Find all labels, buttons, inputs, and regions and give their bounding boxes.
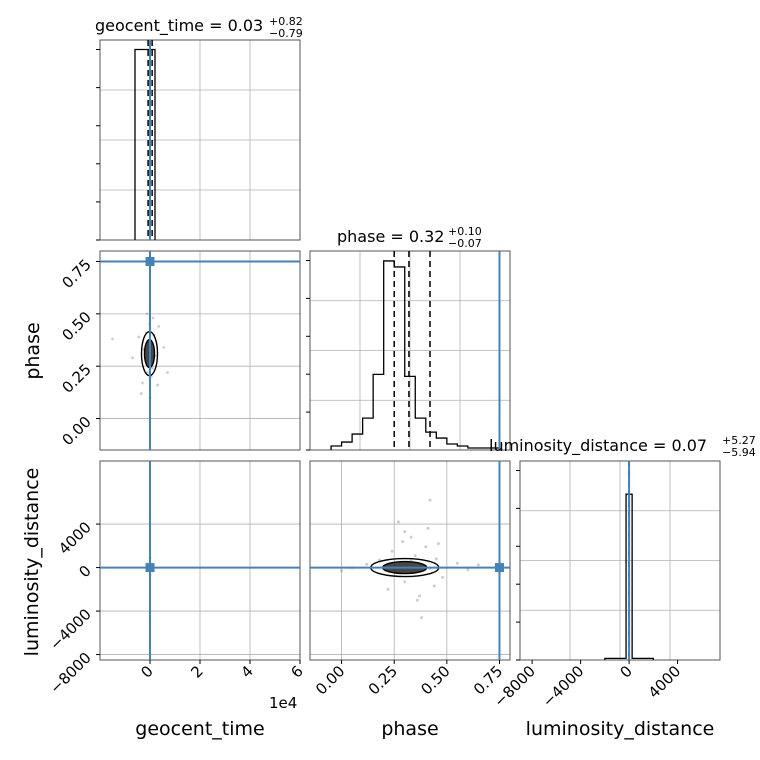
title-luminosity_distance-sub: −5.94 — [722, 446, 756, 459]
x-tick-label: 4000 — [645, 662, 685, 702]
sample-point — [162, 345, 166, 349]
panel-luminosity_distance-vs-phase: 0.00 0.25 0.50 0.75 phase — [309, 460, 511, 740]
sample-point — [413, 554, 417, 558]
sample-point — [403, 530, 407, 534]
y-tick-label: −8000 — [46, 649, 95, 698]
x-tick-label: 6 — [287, 662, 306, 681]
panel-frame — [309, 460, 511, 661]
y-tick-label: −4000 — [46, 605, 95, 654]
sample-point — [156, 383, 159, 387]
sample-point — [420, 616, 424, 620]
sample-point — [137, 335, 141, 339]
panel-luminosity_distance-vs-geocent_time: −8000−4000 0 4000 0 2 4 6 1e4 geocent_time lu… — [21, 460, 307, 740]
panel-frame — [99, 250, 301, 451]
sample-point — [409, 535, 413, 539]
sample-point — [151, 366, 154, 370]
truth-marker — [494, 563, 504, 573]
panel-phase-vs-geocent_time: 0.00 0.25 0.50 0.75 phase — [22, 250, 301, 451]
sample-point — [131, 356, 134, 360]
histogram-step — [134, 48, 156, 240]
panel-luminosity_distance-1d: luminosity_distance = 0.07 +5.27 −5.94 −… — [489, 434, 756, 740]
truth-marker — [145, 256, 155, 266]
title-geocent_time: geocent_time = 0.03 — [95, 16, 263, 36]
title-luminosity_distance-sup: +5.27 — [722, 434, 756, 447]
sample-point — [441, 575, 445, 579]
histogram-step — [330, 260, 501, 450]
y-tick-label: 0.25 — [58, 360, 94, 396]
sample-point — [141, 381, 144, 385]
y-tick-label: 0.75 — [58, 256, 94, 292]
title-geocent_time-sup: +0.82 — [269, 15, 303, 28]
xlabel-luminosity_distance: luminosity_distance — [526, 718, 715, 740]
ylabel-phase: phase — [22, 322, 44, 379]
x-tick-label: 0.50 — [417, 662, 453, 698]
sample-point — [151, 316, 155, 320]
sample-point — [401, 539, 405, 543]
panel-frame — [309, 250, 511, 451]
sample-point — [415, 598, 419, 602]
sample-point — [403, 580, 407, 584]
sample-point — [455, 561, 459, 565]
sample-point — [436, 542, 440, 546]
x-tick-label: 0.00 — [312, 662, 348, 698]
x-tick-label: 4 — [237, 662, 256, 681]
xlabel-geocent_time: geocent_time — [135, 718, 264, 740]
title-luminosity_distance: luminosity_distance = 0.07 — [489, 436, 707, 456]
title-phase: phase = 0.32 — [337, 227, 444, 246]
sample-point — [424, 545, 428, 549]
y-tick-label: 0 — [75, 562, 94, 581]
x-tick-label: 0 — [616, 662, 635, 681]
sample-point — [390, 549, 394, 553]
x-tick-label: 2 — [187, 662, 206, 681]
sample-point — [396, 520, 400, 524]
panel-frame — [99, 39, 301, 241]
x-tick-label: 0.25 — [365, 662, 401, 698]
sample-point — [166, 371, 169, 374]
x-tick-label: 0 — [137, 662, 156, 681]
ylabel-luminosity_distance: luminosity_distance — [21, 468, 43, 657]
x-tick-label: −4000 — [539, 662, 588, 711]
x-offset-label: 1e4 — [269, 694, 297, 712]
sample-point — [476, 563, 480, 567]
sample-point — [426, 526, 430, 530]
title-phase-sub: −0.07 — [448, 237, 482, 250]
y-tick-label: 0.00 — [58, 413, 94, 449]
sample-point — [145, 312, 149, 316]
panel-geocent_time-1d: geocent_time = 0.03 +0.82 −0.79 — [95, 15, 303, 241]
panel-phase-1d: phase = 0.32 +0.10 −0.07 — [306, 225, 511, 451]
sample-point — [139, 392, 143, 395]
sample-point — [466, 568, 470, 572]
sample-point — [386, 587, 390, 591]
title-phase-sup: +0.10 — [448, 225, 482, 238]
xlabel-phase: phase — [381, 718, 438, 740]
sample-point — [157, 325, 161, 328]
panel-frame — [519, 460, 721, 661]
sample-point — [111, 337, 114, 341]
truth-marker — [145, 563, 155, 573]
sample-point — [365, 562, 369, 566]
sample-point — [434, 557, 438, 561]
sample-point — [340, 569, 344, 573]
sample-point — [417, 594, 421, 598]
sample-point — [146, 371, 149, 374]
sample-point — [432, 584, 436, 588]
sample-point — [428, 498, 432, 502]
y-tick-label: 4000 — [55, 518, 95, 558]
y-tick-label: 0.50 — [58, 308, 94, 344]
title-geocent_time-sub: −0.79 — [269, 27, 303, 40]
